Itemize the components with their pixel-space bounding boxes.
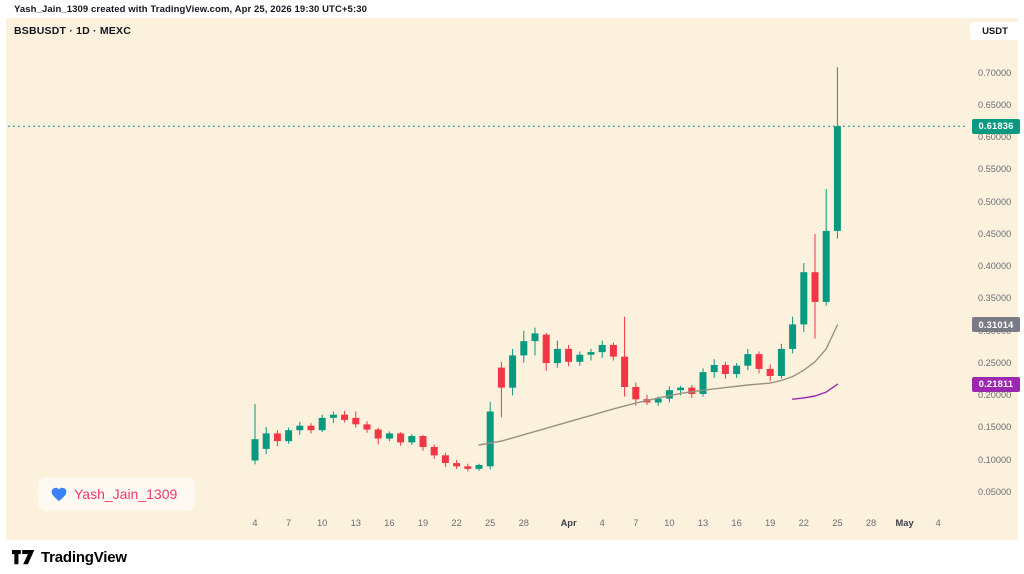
chart-panel: BSBUSDT · 1D · MEXC USDT 0.70000 0.65000 0… (6, 18, 1020, 540)
blue-heart-icon (51, 487, 67, 501)
symbol-title: BSBUSDT · 1D · MEXC (14, 25, 131, 37)
watermark-username: Yash_Jain_1309 (74, 486, 178, 502)
currency-toggle-button[interactable]: USDT (970, 22, 1020, 40)
attribution-text: Yash_Jain_1309 created with TradingView.… (14, 4, 367, 15)
brand-name: TradingView (41, 548, 127, 566)
brand-footer: TradingView (12, 545, 127, 569)
chart-canvas[interactable] (6, 18, 1018, 540)
user-watermark: Yash_Jain_1309 (38, 477, 196, 511)
tradingview-logo-icon (12, 549, 35, 564)
